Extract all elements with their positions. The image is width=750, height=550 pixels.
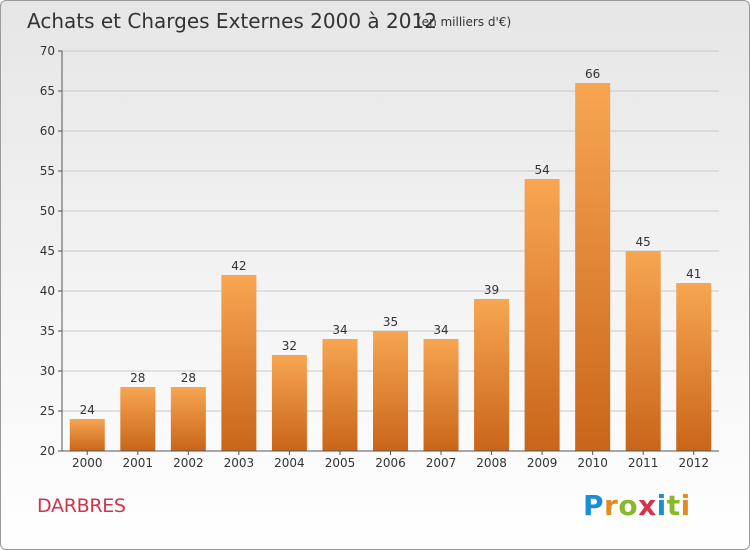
y-tick-label: 30 — [40, 364, 55, 378]
x-tick-label: 2005 — [325, 456, 356, 470]
logo-letter: i — [656, 489, 667, 522]
bar — [373, 331, 408, 451]
y-tick-label: 70 — [40, 44, 55, 58]
axes: 20 25 30 35 40 45 50 55 60 65 70 2000 2001 2002 2003 20… — [40, 44, 719, 470]
bar-value-label: 24 — [80, 403, 95, 417]
x-tick-label: 2001 — [123, 456, 154, 470]
bar — [271, 355, 307, 451]
y-tick-label: 20 — [40, 444, 55, 458]
x-tick-label: 2011 — [628, 456, 659, 470]
y-tick-label: 65 — [40, 84, 55, 98]
proxiti-logo: Proxiti — [583, 489, 691, 522]
bar-value-label: 34 — [332, 323, 347, 337]
bar-value-label: 45 — [636, 235, 651, 249]
logo-letter: r — [604, 489, 619, 522]
bar — [69, 419, 105, 451]
bar — [221, 275, 257, 451]
x-tick-label: 2002 — [173, 456, 204, 470]
y-tick-label: 60 — [40, 124, 55, 138]
bar — [170, 387, 206, 451]
bar-value-label: 28 — [181, 371, 196, 385]
bar-value-label: 66 — [585, 67, 600, 81]
x-tick-label: 2000 — [72, 456, 103, 470]
gridlines — [62, 50, 719, 412]
bar-value-label: 39 — [484, 283, 499, 297]
data-labels: 24 28 28 42 32 34 35 34 39 54 66 45 41 — [80, 67, 702, 417]
x-tick-label: 2006 — [375, 456, 406, 470]
commune-name: DARBRES — [37, 495, 126, 517]
y-tick-label: 40 — [40, 284, 55, 298]
x-tick-label: 2003 — [224, 456, 255, 470]
bar — [676, 283, 712, 451]
logo-letter: x — [638, 489, 657, 522]
y-tick-label: 35 — [40, 324, 55, 338]
y-tick-label: 50 — [40, 204, 55, 218]
x-tick-label: 2010 — [577, 456, 608, 470]
logo-letter: P — [583, 489, 605, 522]
bar-value-label: 34 — [433, 323, 448, 337]
bar — [322, 339, 358, 451]
logo-letter: i — [680, 489, 691, 522]
chart-title: Achats et Charges Externes 2000 à 2012 — [27, 9, 437, 33]
x-tick-label: 2012 — [678, 456, 709, 470]
bar-value-label: 54 — [534, 163, 549, 177]
y-tick-label: 25 — [40, 404, 55, 418]
x-tick-label: 2007 — [426, 456, 457, 470]
bar-value-label: 42 — [231, 259, 246, 273]
x-tick-label: 2004 — [274, 456, 305, 470]
logo-letter: o — [618, 489, 639, 522]
y-tick-label: 55 — [40, 164, 55, 178]
y-tick-label: 45 — [40, 244, 55, 258]
bar-value-label: 41 — [686, 267, 701, 281]
bar-value-label: 32 — [282, 339, 297, 353]
chart-subtitle: (en milliers d'€) — [417, 15, 511, 29]
bar — [474, 299, 510, 451]
bar — [423, 339, 459, 451]
x-tick-label: 2008 — [476, 456, 507, 470]
logo-letter: t — [666, 489, 681, 522]
bar-value-label: 28 — [130, 371, 145, 385]
bar — [524, 179, 560, 451]
x-tick-label: 2009 — [527, 456, 558, 470]
bar — [625, 251, 661, 451]
bar-value-label: 35 — [383, 315, 398, 329]
bar — [120, 387, 156, 451]
bars — [69, 83, 712, 451]
bar — [575, 83, 611, 451]
